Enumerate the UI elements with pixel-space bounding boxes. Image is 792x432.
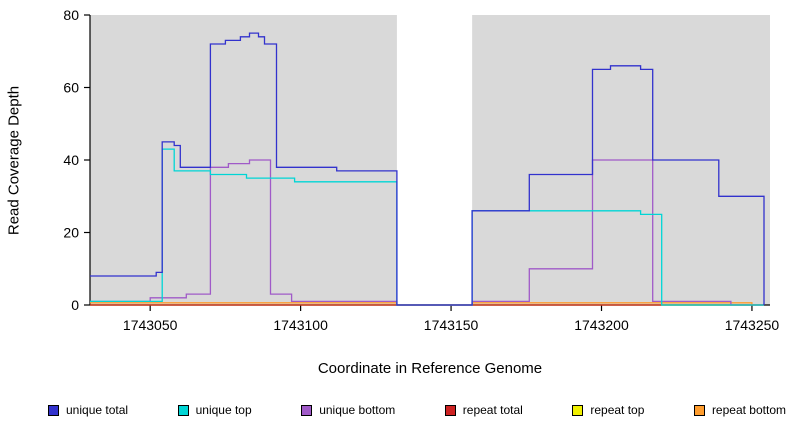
- y-tick-label: 60: [63, 80, 79, 96]
- legend-item-repeat-top: repeat top: [572, 403, 644, 417]
- legend-label: unique top: [195, 403, 252, 417]
- x-tick-label: 1743100: [273, 317, 328, 333]
- x-tick-label: 1743250: [725, 317, 780, 333]
- x-tick-label: 1743050: [123, 317, 178, 333]
- legend-label: repeat total: [462, 403, 523, 417]
- legend-swatch-repeat-total: [444, 404, 456, 416]
- y-axis-title: Read Coverage Depth: [5, 85, 23, 236]
- legend-label: repeat bottom: [711, 403, 786, 417]
- legend-item-unique-bottom: unique bottom: [301, 403, 395, 417]
- legend-label: unique bottom: [319, 403, 396, 417]
- legend-swatch-repeat-bottom: [693, 404, 705, 416]
- legend-swatch-unique-bottom: [301, 404, 313, 416]
- x-axis-title: Coordinate in Reference Genome: [317, 360, 543, 377]
- x-tick-label: 1743150: [424, 317, 479, 333]
- y-tick-label: 40: [63, 152, 79, 168]
- legend-label: unique total: [66, 403, 129, 417]
- y-tick-label: 80: [63, 7, 79, 23]
- legend-swatch-repeat-top: [572, 404, 584, 416]
- legend-item-repeat-total: repeat total: [444, 403, 523, 417]
- series-line-unique-bottom: [90, 159, 764, 306]
- legend: unique total unique top unique bottom repea…: [48, 398, 786, 422]
- series-line-unique-top: [90, 148, 764, 306]
- y-tick-label: 20: [63, 225, 79, 241]
- legend-swatch-unique-total: [48, 404, 59, 416]
- legend-label: repeat top: [590, 403, 645, 417]
- legend-item-unique-top: unique top: [177, 403, 252, 417]
- series-line-unique-total: [90, 32, 765, 306]
- legend-item-repeat-bottom: repeat bottom: [693, 403, 786, 417]
- x-tick-label: 1743200: [574, 317, 629, 333]
- y-tick-label: 0: [71, 297, 79, 313]
- shaded-region: [90, 15, 397, 305]
- legend-swatch-unique-top: [177, 404, 189, 416]
- legend-item-unique-total: unique total: [48, 403, 128, 417]
